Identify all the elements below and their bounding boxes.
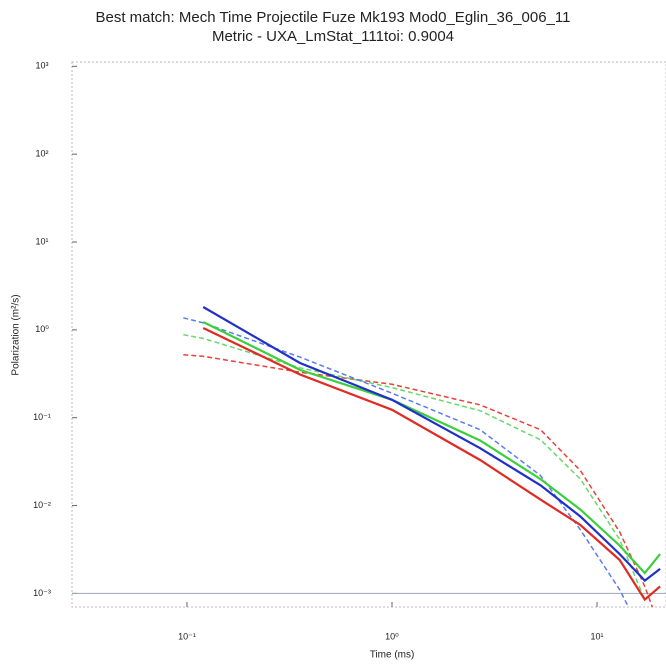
chart-subtitle: Metric - UXA_LmStat_111toi: 0.9004 [212, 28, 454, 45]
plot-area [183, 306, 661, 607]
x-tick-label: 10⁻¹ [178, 631, 196, 641]
series-line [183, 317, 630, 607]
x-axis-label: Time (ms) [370, 650, 415, 661]
series-line [202, 321, 661, 575]
x-tick-label: 10⁰ [385, 631, 399, 641]
y-tick-label: 10⁻² [33, 500, 51, 510]
y-tick-label: 10¹ [35, 236, 48, 246]
y-tick-label: 10⁰ [35, 324, 49, 334]
series-line [202, 327, 661, 602]
x-tick-label: 10¹ [591, 631, 604, 641]
plot-frame [71, 61, 666, 608]
series-line [202, 306, 661, 583]
y-tick-label: 10³ [35, 61, 48, 71]
y-tick-label: 10⁻³ [33, 588, 51, 598]
chart-title: Best match: Mech Time Projectile Fuze Mk… [96, 9, 571, 26]
series-line [183, 333, 646, 600]
y-tick-label: 10⁻¹ [33, 412, 51, 422]
y-axis-label: Polarization (m²/s) [11, 294, 22, 375]
y-tick-label: 10² [35, 149, 48, 159]
